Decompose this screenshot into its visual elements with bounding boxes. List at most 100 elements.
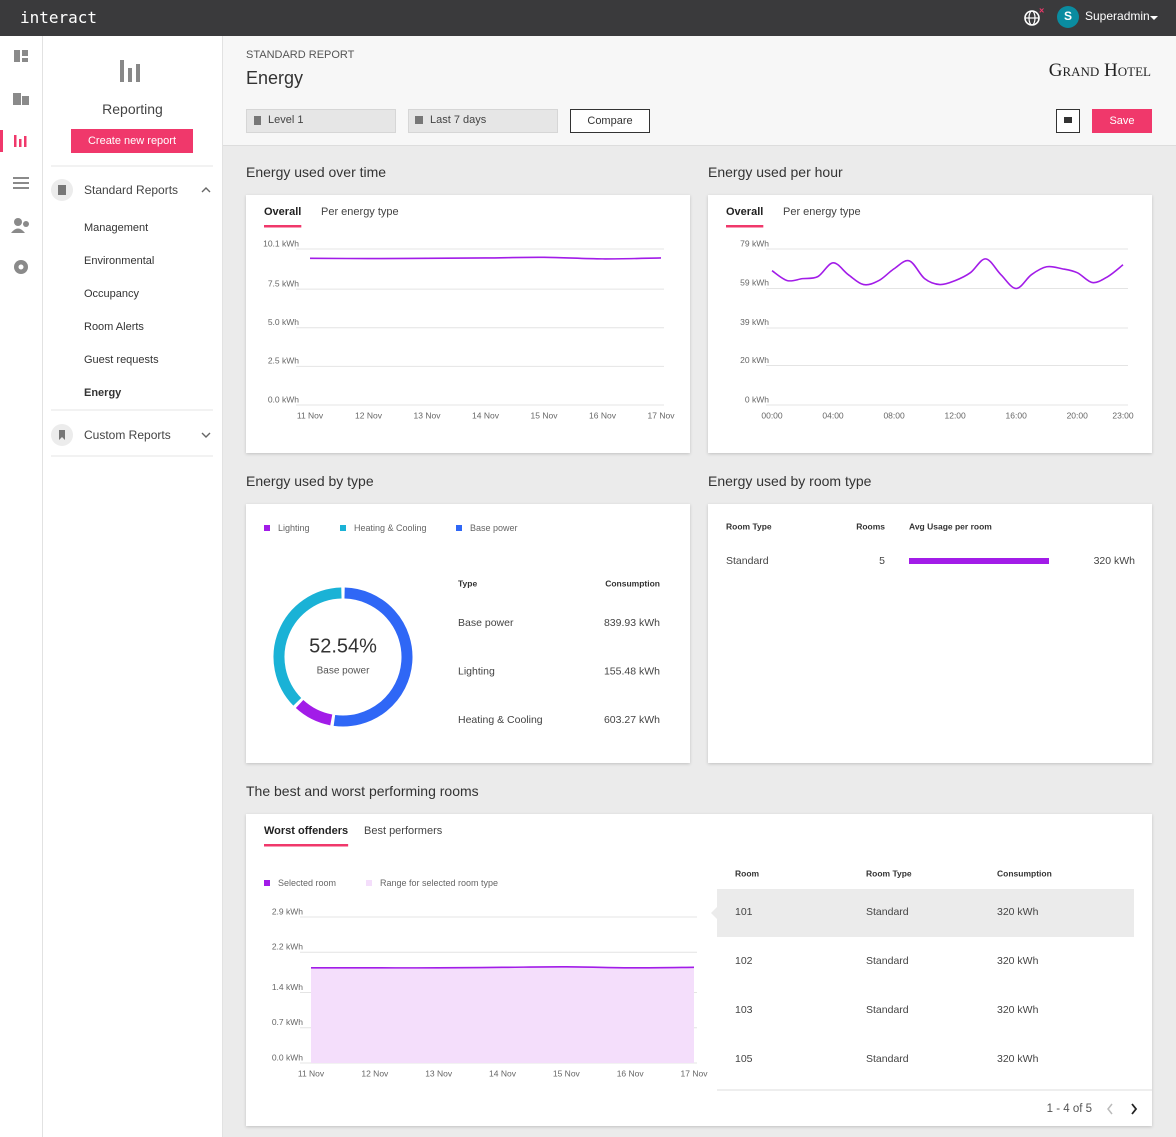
slider-b	[13, 182, 29, 184]
selected-row-pointer	[711, 907, 717, 919]
panel-title: The best and worst performing rooms	[246, 783, 479, 799]
print-icon	[1064, 117, 1072, 123]
x-tick-label: 14 Nov	[472, 410, 500, 420]
expand-chevron[interactable]	[201, 432, 211, 438]
reporting-big-icon-b	[128, 68, 132, 82]
period-filter-label: Last 7 days	[430, 114, 487, 126]
tab[interactable]: Worst offenders	[264, 825, 348, 837]
donut-center-value: 52.54%	[309, 635, 377, 657]
tab[interactable]: Overall	[264, 206, 301, 218]
group-label[interactable]: Standard Reports	[84, 183, 179, 197]
x-tick-label: 12:00	[944, 410, 966, 420]
x-tick-label: 16:00	[1006, 410, 1028, 420]
table-cell: 320 kWh	[997, 1004, 1039, 1016]
table-cell: Heating & Cooling	[458, 714, 543, 726]
table-cell: Standard	[866, 906, 909, 918]
topbar-icons: × S Superadmin	[1024, 5, 1158, 28]
nav-item[interactable]: Management	[84, 222, 149, 234]
chart-card: Overall Per energy type 0 kWh 20 kWh 39 kWh 5…	[708, 195, 1152, 453]
donut-segment	[295, 699, 333, 726]
table-cell: 5	[879, 555, 885, 567]
table-header: Room Type	[726, 521, 772, 531]
table-header: Consumption	[997, 868, 1052, 878]
prev-page[interactable]	[1107, 1103, 1113, 1115]
print-button[interactable]	[1056, 109, 1080, 133]
y-tick-label: 5.0 kWh	[268, 317, 299, 327]
compare-button[interactable]: Compare	[570, 109, 650, 133]
panel-title: Energy used over time	[246, 164, 387, 180]
buildings-icon-b	[22, 96, 29, 105]
reporting-icon-c	[24, 136, 27, 147]
x-tick-label: 14 Nov	[489, 1068, 517, 1078]
tab-underline	[264, 844, 349, 847]
collapse-chevron[interactable]	[201, 187, 211, 193]
nav-item[interactable]: Energy	[84, 387, 122, 399]
nav-item[interactable]: Room Alerts	[84, 321, 144, 333]
tab[interactable]: Overall	[726, 206, 763, 218]
create-report-button[interactable]: Create new report	[71, 129, 193, 153]
table-cell: 320 kWh	[997, 955, 1039, 967]
room-type-card: Room Type Rooms Avg Usage per room Standard…	[708, 504, 1152, 763]
table-header: Avg Usage per room	[909, 521, 992, 531]
legend-swatch	[340, 525, 346, 531]
nav-item[interactable]: Environmental	[84, 255, 155, 267]
tab[interactable]: Per energy type	[783, 206, 861, 218]
nav-item[interactable]: Occupancy	[84, 288, 140, 300]
save-button[interactable]: Save	[1092, 109, 1152, 133]
x-tick-label: 11 Nov	[297, 410, 324, 420]
x-tick-label: 23:00	[1112, 410, 1134, 420]
brand[interactable]: interact	[20, 8, 98, 27]
y-tick-label: 0.0 kWh	[268, 394, 299, 404]
sidebar-title: Reporting	[102, 101, 163, 117]
user-name[interactable]: Superadmin	[1085, 9, 1150, 23]
tab[interactable]: Best performers	[364, 825, 443, 837]
table-cell[interactable]: 101	[735, 906, 753, 918]
legend-label: Selected room	[278, 878, 336, 888]
legend-label: Lighting	[278, 523, 310, 533]
donut-segment	[273, 587, 342, 706]
settings-sliders-icon[interactable]	[13, 177, 29, 179]
user-dropdown[interactable]	[1150, 16, 1158, 20]
reporting-icon[interactable]	[14, 135, 17, 147]
table-cell: 320 kWh	[1094, 555, 1136, 567]
table-cell[interactable]: 102	[735, 955, 753, 967]
chart-svg: Lighting Heating & Cooling Base power 52.54…	[264, 523, 660, 727]
dashboard-icon[interactable]	[14, 50, 20, 62]
buildings-icon[interactable]	[13, 93, 21, 105]
nav-item[interactable]: Guest requests	[84, 354, 159, 366]
users-icon-b	[23, 221, 29, 227]
table-cell: 603.27 kWh	[604, 714, 660, 726]
y-tick-label: 0.7 kWh	[272, 1017, 303, 1027]
gear-hole	[18, 264, 24, 270]
tab[interactable]: Per energy type	[321, 206, 399, 218]
custom-reports-glyph	[59, 430, 65, 440]
reporting-big-icon-c	[136, 64, 140, 82]
group-label[interactable]: Custom Reports	[84, 428, 171, 442]
x-tick-label: 12 Nov	[355, 410, 383, 420]
table-cell[interactable]: 105	[735, 1053, 753, 1065]
panel-title: Energy used per hour	[708, 164, 843, 180]
y-tick-label: 2.5 kWh	[268, 356, 299, 366]
table-cell: Standard	[866, 1053, 909, 1065]
y-tick-label: 79 kWh	[740, 238, 769, 248]
tab-underline	[726, 225, 764, 228]
panel-title: Energy used by type	[246, 473, 374, 489]
range-area	[311, 966, 694, 1063]
panel-title: Energy used by room type	[708, 473, 872, 489]
table-cell[interactable]: 103	[735, 1004, 753, 1016]
next-page[interactable]	[1131, 1103, 1138, 1115]
chart-svg: Room Type Rooms Avg Usage per room Standard…	[726, 521, 1136, 567]
table-cell: 320 kWh	[997, 1053, 1039, 1065]
x-tick-label: 04:00	[822, 410, 844, 420]
level-filter[interactable]	[246, 109, 396, 133]
y-tick-label: 0.0 kWh	[272, 1052, 303, 1062]
chart-svg: Worst offenders Best performers Selected r…	[264, 825, 1152, 1115]
table-cell: Standard	[866, 955, 909, 967]
rail-icons	[0, 50, 29, 274]
table-cell: Standard	[726, 555, 769, 567]
users-icon[interactable]	[14, 218, 22, 226]
period-filter[interactable]	[408, 109, 558, 133]
avatar[interactable]	[1057, 6, 1079, 28]
x-tick-label: 15 Nov	[531, 410, 559, 420]
